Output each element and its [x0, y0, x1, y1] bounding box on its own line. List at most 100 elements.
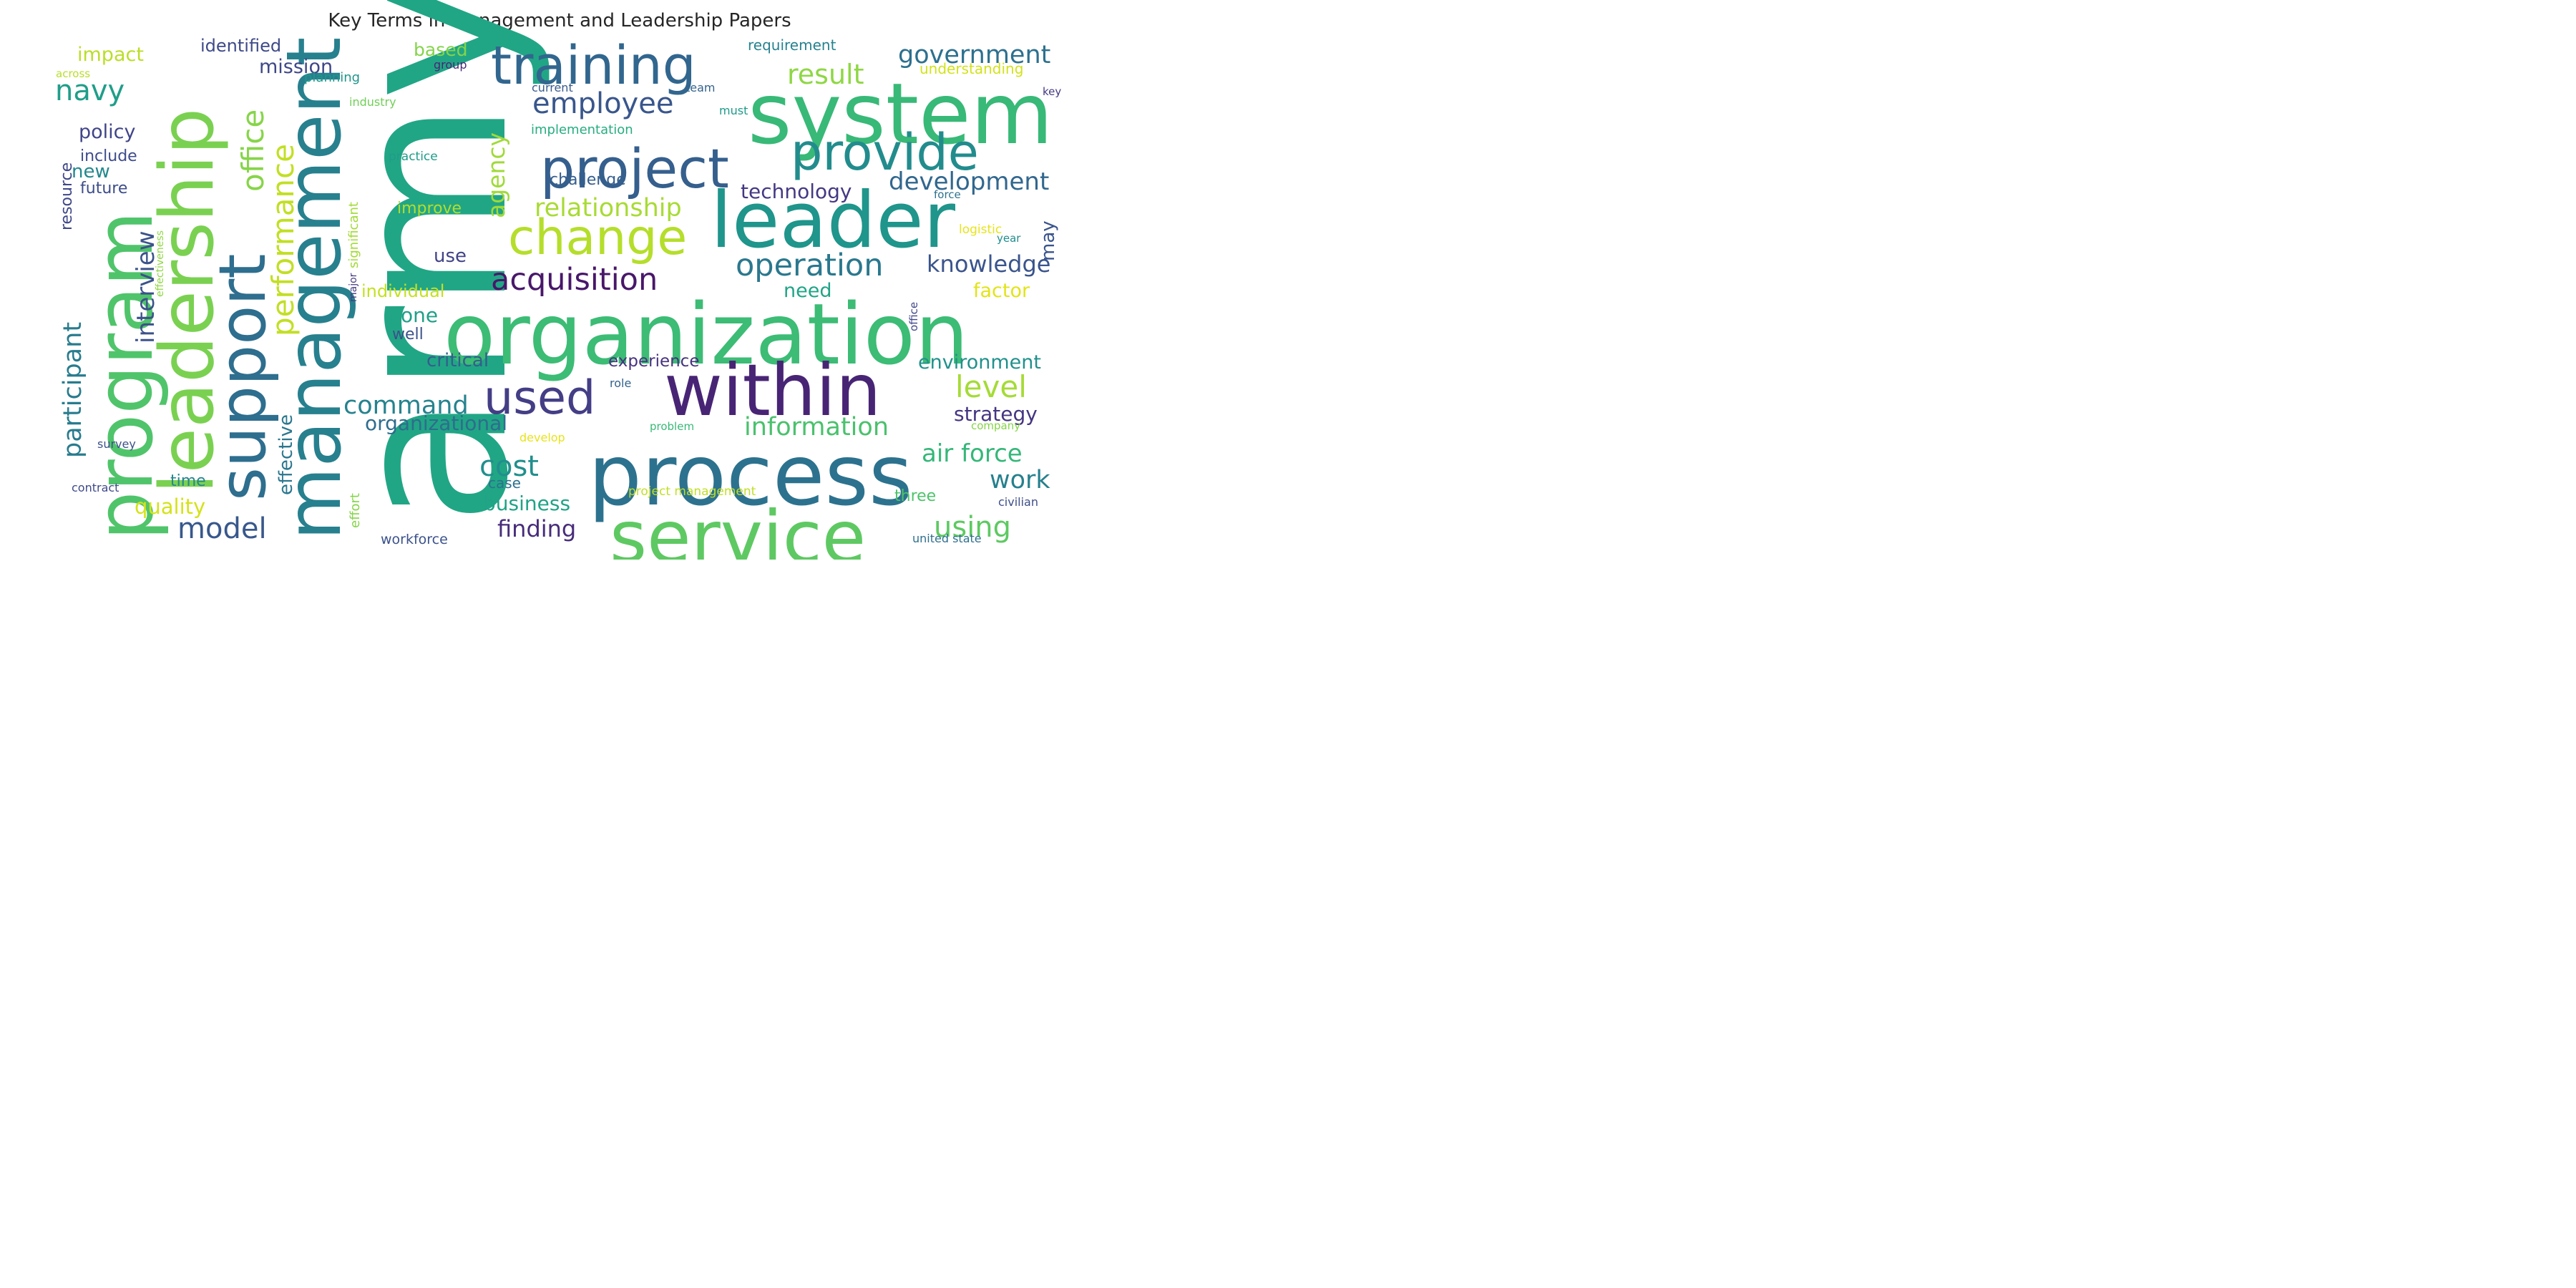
cloud-word: well — [392, 326, 424, 343]
cloud-word: group — [434, 58, 467, 72]
cloud-word: need — [784, 280, 831, 302]
cloud-word: survey — [97, 437, 136, 451]
cloud-word: understanding — [919, 60, 1023, 77]
cloud-word: management — [270, 37, 358, 540]
cloud-word: service — [610, 495, 866, 560]
cloud-word: operation — [736, 248, 883, 283]
cloud-word: cost — [479, 450, 539, 483]
cloud-word: impact — [77, 44, 144, 66]
cloud-word: implementation — [531, 122, 633, 137]
cloud-word: work — [990, 466, 1050, 494]
cloud-word: develop — [519, 431, 565, 444]
cloud-word: organizational — [365, 411, 507, 435]
cloud-word: significant — [346, 202, 361, 268]
cloud-word: role — [610, 376, 631, 390]
cloud-word: civilian — [998, 495, 1038, 509]
cloud-word: future — [80, 180, 127, 197]
cloud-word: major — [348, 273, 359, 302]
cloud-word: strategy — [954, 402, 1038, 426]
cloud-word: program — [79, 211, 170, 540]
cloud-word: environment — [918, 351, 1041, 374]
cloud-word: improve — [397, 200, 462, 218]
cloud-word: three — [894, 487, 936, 505]
cloud-word: used — [484, 371, 595, 425]
cloud-word: technology — [741, 180, 852, 203]
cloud-word: contract — [72, 481, 119, 494]
cloud-word: effective — [275, 414, 297, 495]
cloud-word: experience — [608, 352, 699, 371]
cloud-word: based — [414, 39, 467, 60]
cloud-word: project management — [628, 484, 756, 499]
cloud-word: may — [1038, 220, 1059, 261]
cloud-word: knowledge — [927, 250, 1050, 278]
cloud-word: information — [744, 413, 889, 441]
cloud-word: result — [787, 59, 864, 90]
cloud-word: critical — [426, 350, 489, 371]
cloud-word: team — [686, 81, 716, 94]
cloud-word: problem — [650, 420, 694, 433]
cloud-word: army — [306, 0, 555, 526]
cloud-word: model — [177, 512, 267, 545]
cloud-word: identified — [200, 36, 281, 56]
cloud-word: performance — [265, 144, 301, 336]
cloud-word: within — [664, 348, 881, 432]
cloud-word: air force — [922, 439, 1023, 468]
cloud-word: individual — [361, 281, 444, 301]
cloud-word: development — [889, 167, 1049, 196]
cloud-word: united state — [912, 532, 982, 545]
cloud-word: one — [401, 303, 438, 327]
cloud-word: force — [934, 188, 961, 201]
cloud-word: workforce — [381, 532, 448, 547]
cloud-word: mission — [259, 56, 333, 78]
cloud-word: policy — [79, 121, 136, 143]
cloud-word: requirement — [748, 36, 836, 54]
word-cloud-figure: Key Terms in Management and Leadership P… — [0, 0, 1119, 560]
cloud-word: acquisition — [491, 262, 658, 298]
cloud-word: employee — [532, 87, 673, 120]
cloud-word: resource — [58, 162, 76, 230]
cloud-word: using — [934, 511, 1011, 544]
cloud-word: year — [997, 232, 1021, 245]
cloud-word: command — [343, 391, 469, 420]
cloud-word: agency — [482, 132, 510, 218]
cloud-word: leader — [711, 176, 956, 265]
cloud-word: participant — [59, 322, 87, 458]
cloud-word: organization — [444, 285, 969, 384]
cloud-word: office — [235, 109, 270, 192]
cloud-word: support — [205, 253, 280, 501]
cloud-word: effectiveness — [155, 230, 166, 297]
cloud-word: use — [434, 245, 467, 267]
cloud-word: industry — [349, 95, 396, 109]
cloud-word: practice — [389, 150, 438, 164]
cloud-word: government — [898, 41, 1050, 69]
cloud-word: must — [719, 104, 748, 117]
figure-title: Key Terms in Management and Leadership P… — [328, 10, 791, 31]
cloud-word: key — [1043, 85, 1061, 98]
cloud-word: project — [540, 137, 729, 200]
cloud-word: system — [748, 64, 1053, 163]
cloud-word: time — [170, 472, 206, 490]
cloud-word: process — [588, 426, 912, 525]
cloud-word: office — [907, 302, 920, 331]
cloud-word: company — [971, 419, 1020, 432]
cloud-word: logistic — [959, 223, 1002, 237]
cloud-word: current — [532, 81, 573, 94]
cloud-word: change — [508, 210, 687, 266]
cloud-word: across — [56, 67, 90, 80]
cloud-word: training — [491, 35, 696, 97]
cloud-word: business — [483, 492, 570, 515]
cloud-word: relationship — [535, 194, 682, 223]
cloud-word: challenge — [550, 171, 626, 189]
cloud-word: provide — [791, 123, 979, 182]
cloud-word: level — [955, 369, 1027, 404]
cloud-word: new — [72, 161, 110, 182]
cloud-word: quality — [135, 494, 205, 519]
cloud-word: finding — [497, 515, 576, 542]
cloud-word: navy — [55, 74, 125, 107]
cloud-word: leadership — [145, 108, 230, 494]
cloud-word: include — [80, 147, 137, 165]
cloud-word: interview — [132, 230, 160, 343]
cloud-word: factor — [973, 280, 1030, 302]
cloud-word: effort — [348, 493, 363, 528]
